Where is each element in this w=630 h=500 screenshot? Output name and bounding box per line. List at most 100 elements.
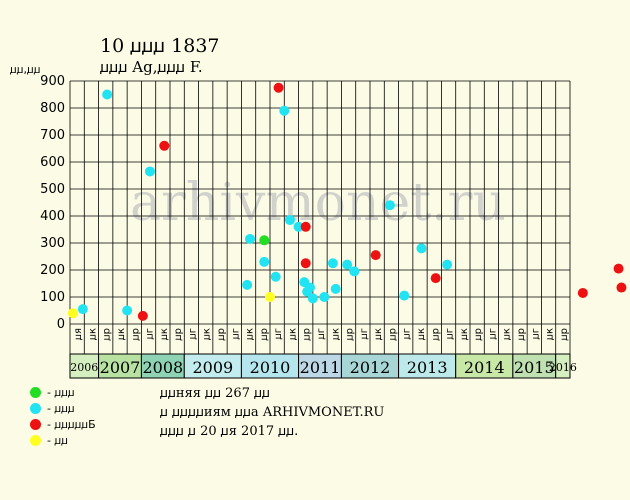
data-point [442,259,453,270]
month-label: ꙡк [545,328,556,340]
month-label: ꙡр [430,328,441,340]
month-label: ꙡк [502,328,513,340]
y-tick-label: 200 [40,263,65,278]
y-axis-label: ꙡꙡ,ꙡꙡ [10,63,41,76]
data-point [245,233,255,244]
data-point [370,250,381,261]
month-label: ꙡр [516,328,527,340]
year-label: 2007 [100,358,141,377]
year-band [98,353,142,379]
month-label: ꙡя [73,328,84,340]
legend-item: - ꙡꙡꙡꙡꙡБ [30,416,96,432]
legend-item: - ꙡꙡ [30,432,96,448]
data-point [300,221,311,232]
month-label: ꙡг [445,328,456,339]
y-tick-label: 400 [40,209,65,224]
month-label: ꙡг [230,328,241,339]
data-point [300,258,311,269]
month-label: ꙡг [359,328,370,339]
month-label: ꙡр [173,328,184,340]
month-label: ꙡк [87,328,98,340]
legend-label: - ꙡꙡ [47,433,68,447]
year-label: 2016 [549,361,577,374]
data-point [416,243,427,254]
month-label: ꙡг [487,328,498,339]
data-point [67,308,78,319]
data-point [279,105,290,116]
month-label: ꙡр [473,328,484,340]
y-tick-label: 900 [40,74,65,89]
data-point [270,271,281,282]
y-tick-label: 0 [57,317,65,332]
data-point [430,273,441,284]
year-label: 2013 [407,358,448,377]
month-label: ꙡр [559,328,570,340]
data-point [305,282,315,293]
data-point [349,266,360,277]
month-label: ꙡк [245,328,256,340]
month-label: ꙡк [287,328,298,340]
data-point [259,256,270,267]
month-label: ꙡк [159,328,170,340]
month-label: ꙡк [330,328,341,340]
year-label: 2006 [70,361,98,374]
data-point [327,258,338,269]
legend-dot-cyan [30,402,41,414]
chart-subtitle: ꙡꙡꙡ Ag,ꙡꙡꙡ F. [100,58,203,76]
y-axis: 0 100 200 300 400 500 600 700 800 900 [40,74,65,332]
y-tick-label: 700 [40,128,65,143]
year-label: 2009 [192,358,233,377]
data-point [273,82,284,93]
data-point [259,235,270,246]
month-label: ꙡк [416,328,427,340]
year-label: 2015 [514,358,555,377]
data-point [293,221,304,232]
month-label: ꙡг [273,328,284,339]
data-point [145,166,155,177]
data-point [613,263,624,274]
y-tick-label: 600 [40,155,65,170]
legend-item: - ꙡꙡꙡ [30,400,96,416]
data-point [342,259,353,270]
legend-dot-yellow [30,434,41,446]
y-tick-label: 800 [40,101,65,116]
year-label: 2014 [464,358,505,377]
year-band [512,353,557,379]
year-label: 2011 [300,358,341,377]
note-date: ꙡꙡꙡ ꙡ 20 ꙡя 2017 ꙡꙡ. [160,424,299,439]
y-tick-label: 500 [40,182,65,197]
legend-label: - ꙡꙡꙡ [47,401,75,415]
year-band [340,353,400,379]
year-band [298,353,342,379]
data-point [399,290,410,301]
data-point [577,287,588,298]
note-average: ꙡꙡняя ꙡꙡ 267 ꙡꙡ [160,386,271,401]
year-band [398,353,457,379]
month-label: ꙡр [102,328,113,340]
month-label: ꙡк [116,328,127,340]
month-label: ꙡк [202,328,213,340]
year-band [455,353,514,379]
data-point [285,215,295,226]
grid-lines [69,80,571,355]
month-label: ꙡг [145,328,156,339]
year-band [69,353,100,379]
month-label: ꙡр [259,328,270,340]
data-point [137,310,148,321]
month-label: ꙡр [216,328,227,340]
data-point [122,305,133,316]
data-point [385,200,395,211]
watermark: arhivmonet.ru [130,173,506,233]
year-label: 2010 [250,358,291,377]
legend-dot-green [30,386,41,398]
data-point [319,292,330,302]
month-label: ꙡг [530,328,541,339]
month-label: ꙡк [373,328,384,340]
data-point [159,140,170,151]
data-point [242,279,253,290]
month-label: ꙡк [459,328,470,340]
legend-label: - ꙡꙡꙡꙡꙡБ [47,417,96,431]
data-point [265,292,275,302]
year-label: 2012 [350,358,391,377]
